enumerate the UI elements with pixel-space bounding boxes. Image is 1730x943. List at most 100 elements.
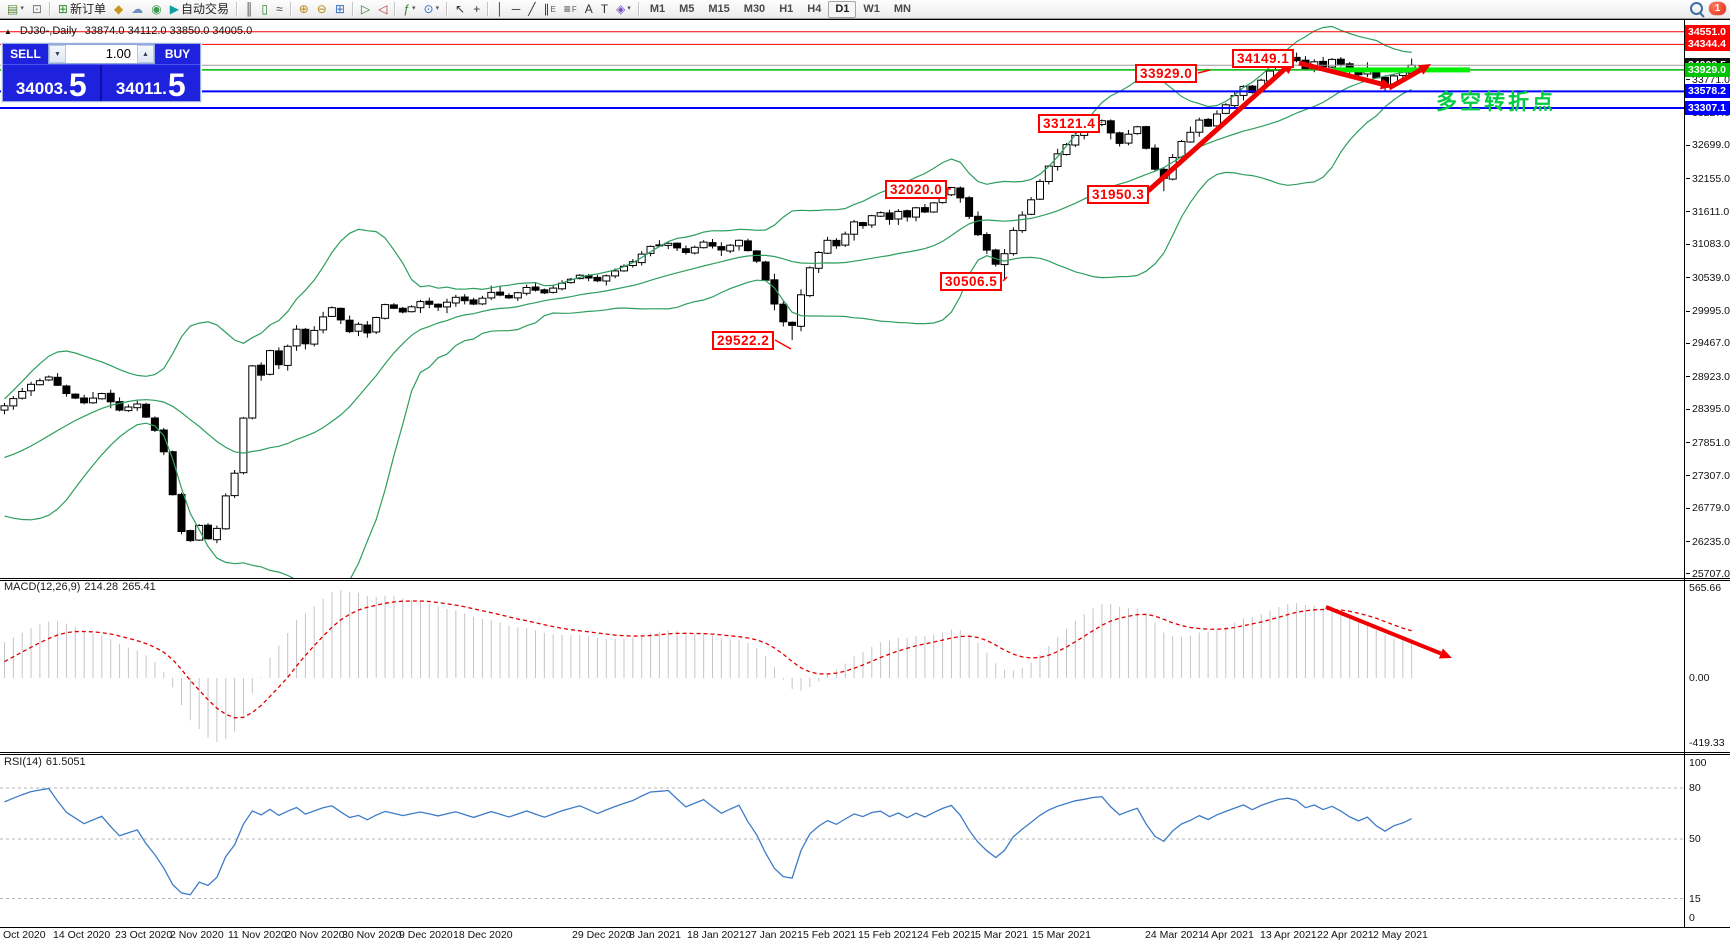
- equidistant-channel-icon: ∥: [543, 2, 550, 16]
- one-click-trading-panel: SELL ▼ 1.00 ▲ BUY 34003. 5 34011. 5: [2, 43, 201, 102]
- toolbar-items: ▤ ▾ ⊡ ⊞ 新订单 ◆ ☁ ◉ ▶ 自动交易 ║ ▯ ≈ ⊕ ⊖ ⊞ ▷ ◁ ƒ ▾ ⊙ ▾ ↖ + │ ─ ╱ ∥ E ≡ F A T ◈ ▾…: [3, 0, 918, 19]
- zoom-in-icon: ⊕: [298, 2, 309, 16]
- bar-chart-type-icon: ║: [244, 2, 254, 16]
- auto-scroll-button[interactable]: ▷: [357, 0, 374, 19]
- date-label: 29 Dec 2020: [572, 929, 632, 941]
- arrows-button[interactable]: ◈ ▾: [616, 2, 631, 16]
- text-button[interactable]: A: [581, 0, 597, 19]
- toolbar-separator: [351, 2, 354, 16]
- trendline-button[interactable]: ╱: [524, 0, 539, 19]
- price-annotation-box[interactable]: 31950.3: [1087, 185, 1150, 204]
- timeframe-h4[interactable]: H4: [807, 2, 822, 15]
- price-annotation-box[interactable]: 32020.0: [885, 180, 948, 199]
- zoom-out-button[interactable]: ⊖: [313, 0, 331, 19]
- timeframe-m1[interactable]: M1: [649, 2, 666, 15]
- price-axis-tick: 28395.0: [1686, 403, 1730, 415]
- price-annotation-box[interactable]: 34149.1: [1232, 49, 1295, 68]
- horizontal-line-button[interactable]: ─: [508, 0, 525, 19]
- price-annotation-box[interactable]: 30506.5: [940, 272, 1003, 291]
- main-price-chart[interactable]: [0, 19, 1684, 578]
- price-axis-separator: [1684, 19, 1685, 927]
- equidistant-channel-button[interactable]: ∥ E: [543, 2, 556, 16]
- price-axis-tick: 28923.0: [1686, 371, 1730, 383]
- price-axis-tick: 29995.0: [1686, 305, 1730, 317]
- price-level-box: 33578.2: [1685, 84, 1730, 99]
- chart-title: ▲ DJ30-,Daily 33874.0 34112.0 33850.0 34…: [4, 25, 252, 37]
- rsi-indicator-pane[interactable]: [0, 754, 1684, 927]
- date-label: 13 Apr 2021: [1260, 929, 1317, 941]
- indicators-icon: ƒ: [403, 2, 411, 16]
- new-order-button[interactable]: ⊞ 新订单: [54, 0, 110, 19]
- bid-pips: 5: [68, 67, 87, 103]
- signals-button[interactable]: ◉: [147, 0, 165, 19]
- price-axis-tick: 31083.0: [1686, 238, 1730, 250]
- date-label: 18 Dec 2020: [453, 929, 513, 941]
- bar-chart-type-button[interactable]: ║: [241, 0, 258, 19]
- tile-windows-button[interactable]: ⊞: [331, 0, 349, 19]
- timeframe-m5[interactable]: M5: [679, 2, 695, 15]
- horizontal-line-icon: ─: [511, 2, 521, 16]
- price-annotation-box[interactable]: 29522.2: [712, 331, 775, 350]
- community-icon: ☁: [131, 2, 144, 16]
- date-label: 27 Jan 2021: [745, 929, 803, 941]
- community-button[interactable]: ☁: [127, 0, 147, 19]
- search-icon[interactable]: [1690, 2, 1703, 15]
- date-label: 9 Dec 2020: [399, 929, 453, 941]
- price-annotation-box[interactable]: 33121.4: [1038, 114, 1101, 133]
- tile-windows-icon: ⊞: [334, 2, 345, 16]
- cursor-button[interactable]: ↖: [451, 0, 469, 19]
- crosshair-button[interactable]: +: [469, 0, 484, 19]
- buy-button[interactable]: BUY: [155, 44, 200, 64]
- sell-button[interactable]: SELL: [3, 44, 48, 64]
- date-label: 5 Feb 2021: [803, 929, 857, 941]
- sell-price-display[interactable]: 34003. 5: [3, 65, 102, 101]
- periods-button[interactable]: ⊙ ▾: [423, 2, 440, 16]
- date-label: 24 Feb 2021: [917, 929, 976, 941]
- date-label: Oct 2020: [3, 929, 46, 941]
- autotrading-button[interactable]: ▶ 自动交易: [166, 0, 233, 19]
- highlighter-button[interactable]: ◆: [110, 0, 127, 19]
- rsi-axis-label: 50: [1689, 833, 1701, 845]
- price-annotation-box[interactable]: 33929.0: [1135, 64, 1198, 83]
- line-chart-type-icon: ≈: [276, 2, 283, 16]
- new-chart-button[interactable]: ▤ ▾: [7, 2, 24, 16]
- ask-pips: 5: [167, 67, 186, 103]
- volume-input[interactable]: 1.00: [66, 45, 137, 63]
- date-label: 15 Mar 2021: [1032, 929, 1091, 941]
- chart-shift-button[interactable]: ◁: [374, 0, 391, 19]
- zoom-in-button[interactable]: ⊕: [295, 0, 313, 19]
- date-label: 24 Mar 2021: [1145, 929, 1204, 941]
- volume-decrease-button[interactable]: ▼: [49, 45, 66, 63]
- profiles-button[interactable]: ⊡: [28, 0, 46, 19]
- price-axis-tick: 26779.0: [1686, 502, 1730, 514]
- volume-increase-button[interactable]: ▲: [137, 45, 154, 63]
- timeframe-d1[interactable]: D1: [828, 0, 857, 18]
- timeframe-mn[interactable]: MN: [893, 2, 911, 15]
- macd-indicator-pane[interactable]: [0, 580, 1684, 752]
- macd-axis-label: -419.33: [1689, 737, 1725, 749]
- vertical-line-button[interactable]: │: [492, 0, 508, 19]
- candlestick-chart-type-icon: ▯: [261, 2, 269, 16]
- timeframe-h1[interactable]: H1: [779, 2, 794, 15]
- price-axis-tick: 26235.0: [1686, 536, 1730, 548]
- date-label: 30 Nov 2020: [342, 929, 402, 941]
- indicators-button[interactable]: ƒ ▾: [403, 2, 416, 16]
- autotrading-label: 自动交易: [180, 2, 229, 16]
- turning-point-note[interactable]: 多空转折点: [1436, 90, 1556, 114]
- macd-pane-bottom-border: [0, 752, 1730, 753]
- timeframe-w1[interactable]: W1: [863, 2, 880, 15]
- autotrading-icon: ▶: [169, 2, 179, 16]
- rsi-axis-label: 100: [1689, 757, 1707, 769]
- buy-price-display[interactable]: 34011. 5: [102, 65, 201, 101]
- toolbar-separator: [394, 2, 397, 16]
- line-chart-type-button[interactable]: ≈: [272, 0, 287, 19]
- candlestick-chart-type-button[interactable]: ▯: [257, 0, 272, 19]
- profiles-icon: ⊡: [31, 2, 42, 16]
- vertical-line-icon: │: [496, 2, 504, 16]
- notification-badge[interactable]: 1: [1709, 2, 1726, 15]
- new-order-label: 新订单: [69, 2, 106, 16]
- text-label-button[interactable]: T: [597, 0, 612, 19]
- timeframe-m15[interactable]: M15: [708, 2, 730, 15]
- timeframe-m30[interactable]: M30: [743, 2, 766, 15]
- fibonacci-button[interactable]: ≡ F: [563, 2, 577, 16]
